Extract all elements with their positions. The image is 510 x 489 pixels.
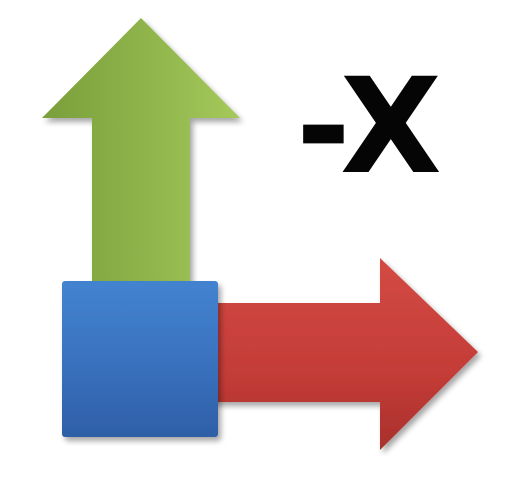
axis-label: -X — [296, 50, 442, 204]
origin-block — [62, 281, 218, 437]
right-arrow-icon — [205, 258, 478, 450]
up-arrow-icon — [42, 18, 240, 290]
